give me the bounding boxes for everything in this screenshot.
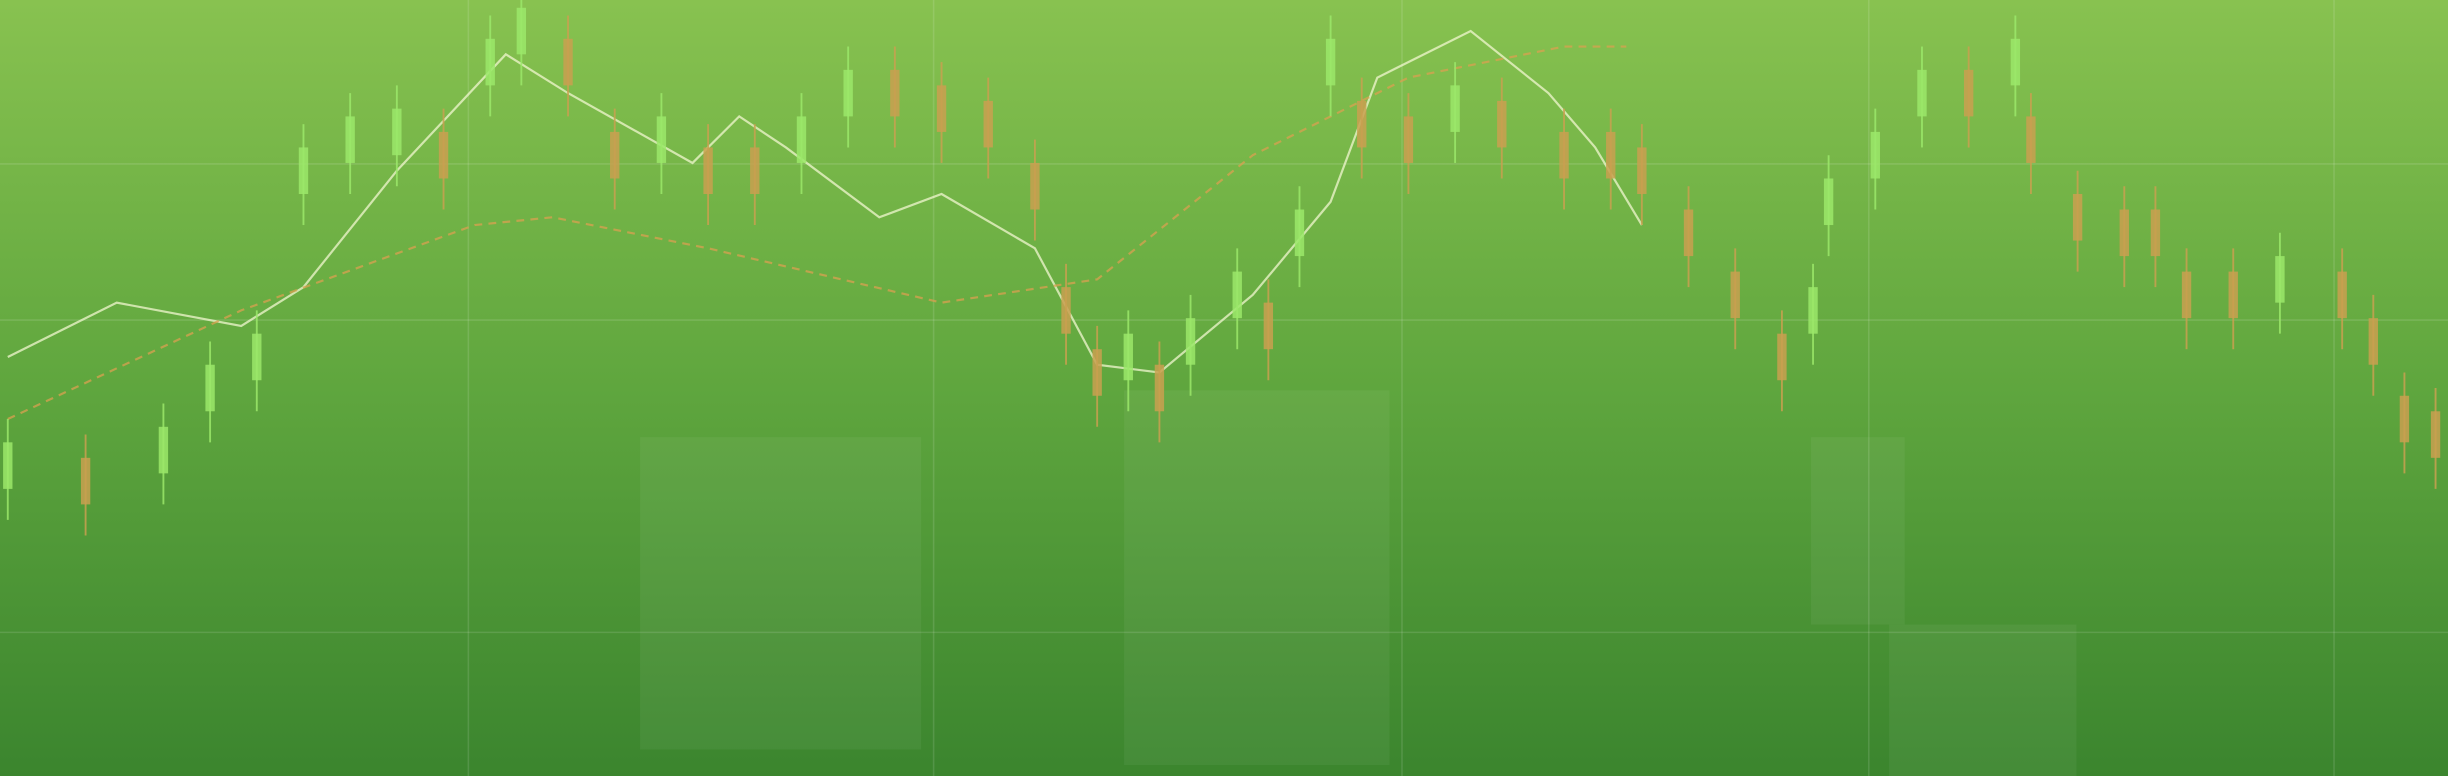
candle-body [1092, 349, 1102, 396]
moving-average-line [7, 29, 1643, 374]
candle-body [2010, 38, 2021, 86]
candle-body [2026, 116, 2036, 163]
candle-body [1154, 364, 1165, 412]
candle-body [2337, 271, 2347, 319]
candle-body [1403, 116, 1414, 163]
candle-body [1294, 209, 1305, 257]
candle-body [1357, 100, 1367, 148]
candle-body [563, 38, 573, 86]
candle-body [252, 333, 262, 381]
candle-body [656, 116, 667, 163]
candle-body [1123, 333, 1133, 381]
candle-body [983, 100, 993, 148]
candle-body [1730, 271, 1740, 319]
candle-body [703, 147, 713, 194]
candle-body [1870, 131, 1880, 179]
dashed-line [7, 45, 1627, 421]
candle-body [2228, 271, 2238, 319]
candle-body [1232, 271, 1242, 319]
candle-body [890, 69, 900, 117]
candle-body [936, 85, 947, 132]
candle-body [1325, 38, 1336, 86]
candle-body [1823, 178, 1834, 226]
candle-body [158, 426, 169, 474]
candle-body [2430, 411, 2441, 458]
candle-body [1808, 287, 1818, 334]
candle-body [205, 364, 215, 412]
candle-body [2275, 256, 2285, 303]
candle-body [80, 457, 91, 505]
candle-body [2181, 271, 2192, 319]
candle-body [1185, 318, 1196, 365]
candle-body [1683, 209, 1694, 257]
candle-body [610, 131, 620, 179]
candle-body [1606, 131, 1616, 179]
candle-body [1637, 147, 1647, 194]
candle-body [796, 116, 807, 163]
decorative-dots [640, 390, 2077, 776]
candle-body [1450, 85, 1460, 132]
candle-body [392, 108, 402, 156]
candle-body [2150, 209, 2161, 257]
candle-body [345, 116, 355, 163]
candle-body [2072, 194, 2083, 241]
candle-body [1559, 131, 1569, 179]
candle-body [1263, 302, 1274, 350]
candle-body [438, 131, 449, 179]
candle-body [1030, 162, 1040, 210]
candle-body [843, 69, 853, 117]
candle-body [2368, 318, 2378, 365]
candle-body [2119, 209, 2129, 257]
candle-body [1061, 287, 1071, 334]
candle-body [1917, 69, 1927, 117]
candle-body [1777, 333, 1787, 381]
candle-body [2399, 395, 2410, 443]
candle-body [485, 38, 495, 86]
candle-body [750, 147, 760, 194]
candle-body [3, 442, 13, 489]
candle-body [1963, 69, 1974, 117]
candle-body [1497, 100, 1507, 148]
candle-body [298, 147, 309, 194]
candle-body [516, 7, 527, 55]
